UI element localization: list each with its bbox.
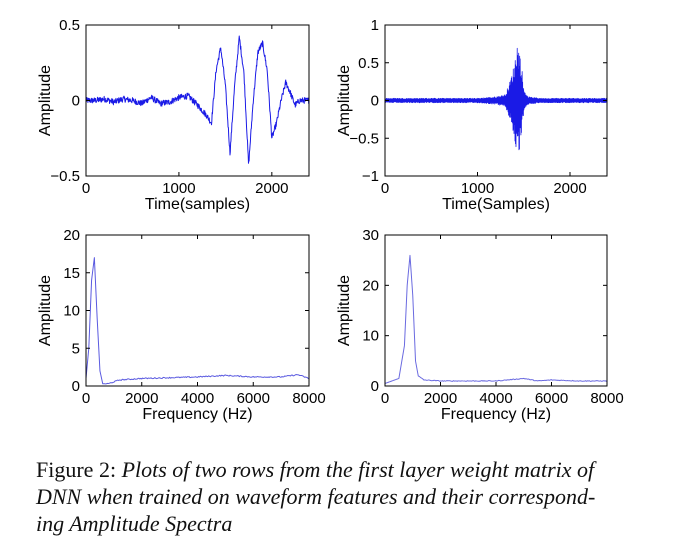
x-axis-label: Time(samples) (145, 196, 250, 213)
y-tick-label: 0 (72, 378, 80, 395)
y-tick-label: 5 (72, 340, 80, 357)
chart-panel-3: 0 2000 4000 6000 8000 0 5 10 15 20 Frequency (Hz) A… (37, 227, 326, 423)
x-tick-label: 2000 (125, 390, 158, 407)
y-tick-label: 20 (362, 277, 379, 294)
chart-panel-4: 0 2000 4000 6000 8000 0 10 20 30 Frequency (Hz) Am… (336, 227, 624, 423)
x-tick-label: 6000 (237, 390, 270, 407)
y-tick-label: −1 (362, 168, 379, 185)
y-axis-label: Amplitude (336, 275, 353, 346)
caption-line-1: Plots of two rows from the first layer w… (121, 457, 595, 482)
y-axis-label: Amplitude (336, 65, 353, 136)
y-tick-label: 1 (371, 17, 379, 34)
y-axis-label: Amplitude (37, 275, 54, 346)
series-line-3-1 (85, 257, 310, 385)
y-tick-label: 0.5 (358, 55, 379, 72)
x-tick-label: 0 (381, 390, 389, 407)
axes-frame (384, 234, 608, 387)
y-tick-label: 20 (63, 227, 80, 244)
x-tick-label: 6000 (535, 390, 568, 407)
y-tick-label: 10 (362, 328, 379, 345)
x-tick-label: 1000 (162, 180, 195, 197)
axes-frame (85, 234, 310, 387)
x-tick-label: 8000 (590, 390, 623, 407)
caption-line-2: DNN when trained on waveform features an… (36, 484, 596, 509)
x-tick-label: 0 (381, 180, 389, 197)
x-tick-label: 8000 (292, 390, 325, 407)
y-tick-label: 10 (63, 303, 80, 320)
x-tick-label: 2000 (424, 390, 457, 407)
figure-caption: Figure 2: Plots of two rows from the fir… (36, 456, 656, 537)
y-tick-label: 30 (362, 227, 379, 244)
x-tick-label: 4000 (479, 390, 512, 407)
caption-prefix: Figure 2: (36, 457, 122, 482)
y-tick-label: −0.5 (50, 168, 80, 185)
x-axis-label: Time(Samples) (442, 196, 550, 213)
chart-panel-2: 0 1000 2000 −1 −0.5 0 0.5 1 Time(Samples) Amplitu… (336, 17, 608, 213)
caption-line-3: ing Amplitude Spectra (36, 511, 233, 536)
x-tick-label: 1000 (461, 180, 494, 197)
y-tick-label: 15 (63, 265, 80, 282)
series-line-2-1 (384, 47, 608, 151)
y-tick-label: 0 (72, 93, 80, 110)
series-line-4-1 (384, 254, 608, 384)
y-tick-label: 0.5 (59, 17, 80, 34)
x-tick-label: 0 (82, 180, 90, 197)
x-axis-label: Frequency (Hz) (441, 406, 551, 423)
y-axis-label: Amplitude (37, 65, 54, 136)
series-line-1-1 (85, 35, 310, 164)
x-tick-label: 2000 (553, 180, 586, 197)
y-tick-label: −0.5 (349, 130, 379, 147)
x-tick-label: 4000 (181, 390, 214, 407)
x-tick-label: 0 (82, 390, 90, 407)
x-axis-label: Frequency (Hz) (142, 406, 252, 423)
y-tick-label: 0 (371, 93, 379, 110)
x-tick-label: 2000 (255, 180, 288, 197)
y-tick-label: 0 (371, 378, 379, 395)
